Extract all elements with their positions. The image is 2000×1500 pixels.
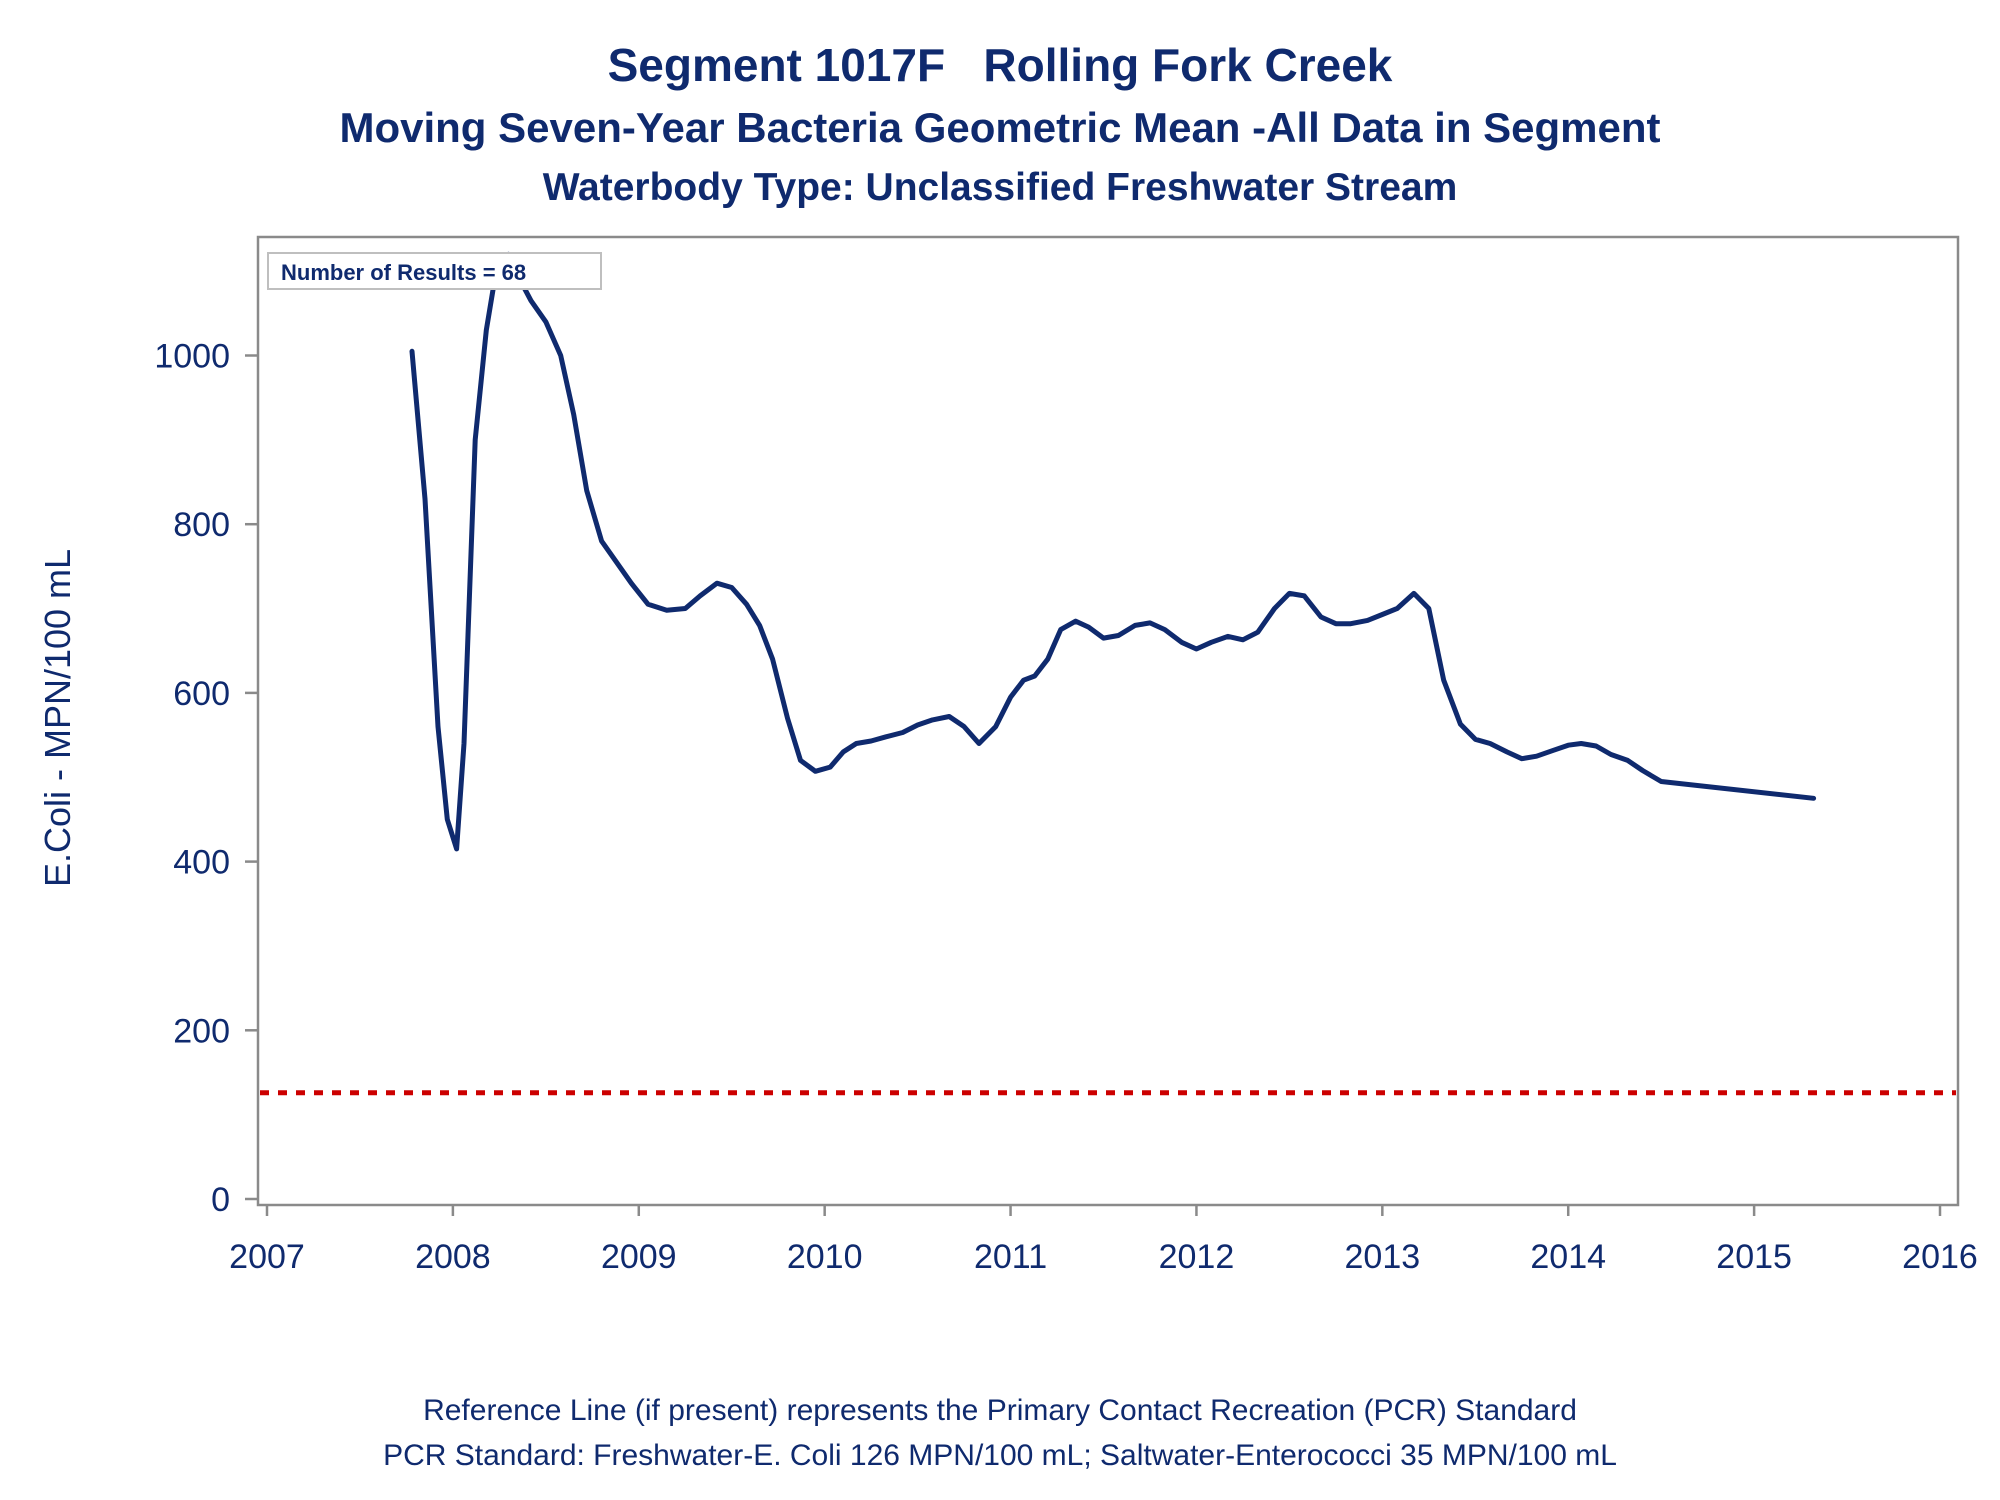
- y-axis-label: E.Coli - MPN/100 mL: [37, 549, 78, 887]
- x-tick-label: 2016: [1902, 1238, 1978, 1276]
- x-tick-label: 2014: [1530, 1238, 1606, 1276]
- x-tick-label: 2012: [1159, 1238, 1235, 1276]
- series-line: [409, 251, 1817, 852]
- x-tick-label: 2008: [415, 1238, 491, 1276]
- y-tick-label: 400: [173, 844, 230, 882]
- y-tick-label: 200: [173, 1012, 230, 1050]
- y-tick-label: 0: [211, 1181, 230, 1219]
- annotation-text: Number of Results = 68: [281, 260, 526, 285]
- y-axis: 0 200 400 600 800 1000: [154, 338, 258, 1219]
- x-tick-label: 2015: [1716, 1238, 1792, 1276]
- x-axis: 2007 2008 2009 2010 2011 2012 2013 2014 2015 2016: [229, 1205, 1978, 1276]
- annotation-box: Number of Results = 68: [267, 252, 602, 290]
- chart-waterbody-type: Waterbody Type: Unclassified Freshwater …: [542, 166, 1458, 209]
- chart-title: Segment 1017F Rolling Fork Creek: [607, 39, 1393, 91]
- chart-subtitle: Moving Seven-Year Bacteria Geometric Mea…: [339, 104, 1661, 151]
- plot-frame: [256, 235, 1960, 1207]
- x-tick-label: 2011: [974, 1238, 1047, 1276]
- y-tick-label: 1000: [154, 338, 230, 376]
- x-tick-label: 2009: [601, 1238, 677, 1276]
- footnote-pcr-standard: PCR Standard: Freshwater-E. Coli 126 MPN…: [383, 1439, 1617, 1472]
- y-tick-label: 600: [173, 675, 230, 713]
- x-tick-label: 2013: [1345, 1238, 1421, 1276]
- x-tick-label: 2007: [229, 1238, 305, 1276]
- y-tick-label: 800: [173, 506, 230, 544]
- x-tick-label: 2010: [787, 1238, 863, 1276]
- footnote-reference-line: Reference Line (if present) represents t…: [423, 1394, 1577, 1427]
